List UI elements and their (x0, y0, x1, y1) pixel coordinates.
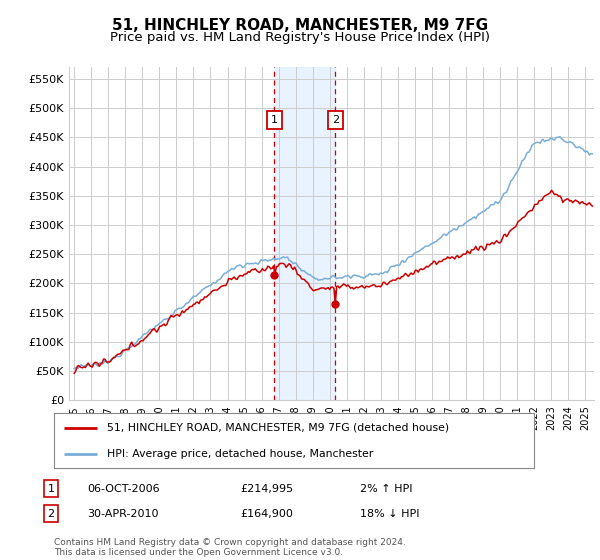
Text: 1: 1 (47, 484, 55, 494)
Bar (274, 67, 335, 400)
Text: 30-APR-2010: 30-APR-2010 (87, 508, 158, 519)
Text: £164,900: £164,900 (240, 508, 293, 519)
Text: 06-OCT-2006: 06-OCT-2006 (87, 484, 160, 494)
Text: Price paid vs. HM Land Registry's House Price Index (HPI): Price paid vs. HM Land Registry's House … (110, 31, 490, 44)
Text: 18% ↓ HPI: 18% ↓ HPI (360, 508, 419, 519)
Text: 2% ↑ HPI: 2% ↑ HPI (360, 484, 413, 494)
Text: HPI: Average price, detached house, Manchester: HPI: Average price, detached house, Manc… (107, 449, 373, 459)
Text: 51, HINCHLEY ROAD, MANCHESTER, M9 7FG: 51, HINCHLEY ROAD, MANCHESTER, M9 7FG (112, 18, 488, 33)
Text: 2: 2 (47, 508, 55, 519)
Text: 2: 2 (332, 115, 339, 125)
Text: Contains HM Land Registry data © Crown copyright and database right 2024.
This d: Contains HM Land Registry data © Crown c… (54, 538, 406, 557)
Text: 1: 1 (271, 115, 278, 125)
Text: £214,995: £214,995 (240, 484, 293, 494)
Text: 51, HINCHLEY ROAD, MANCHESTER, M9 7FG (detached house): 51, HINCHLEY ROAD, MANCHESTER, M9 7FG (d… (107, 423, 449, 432)
